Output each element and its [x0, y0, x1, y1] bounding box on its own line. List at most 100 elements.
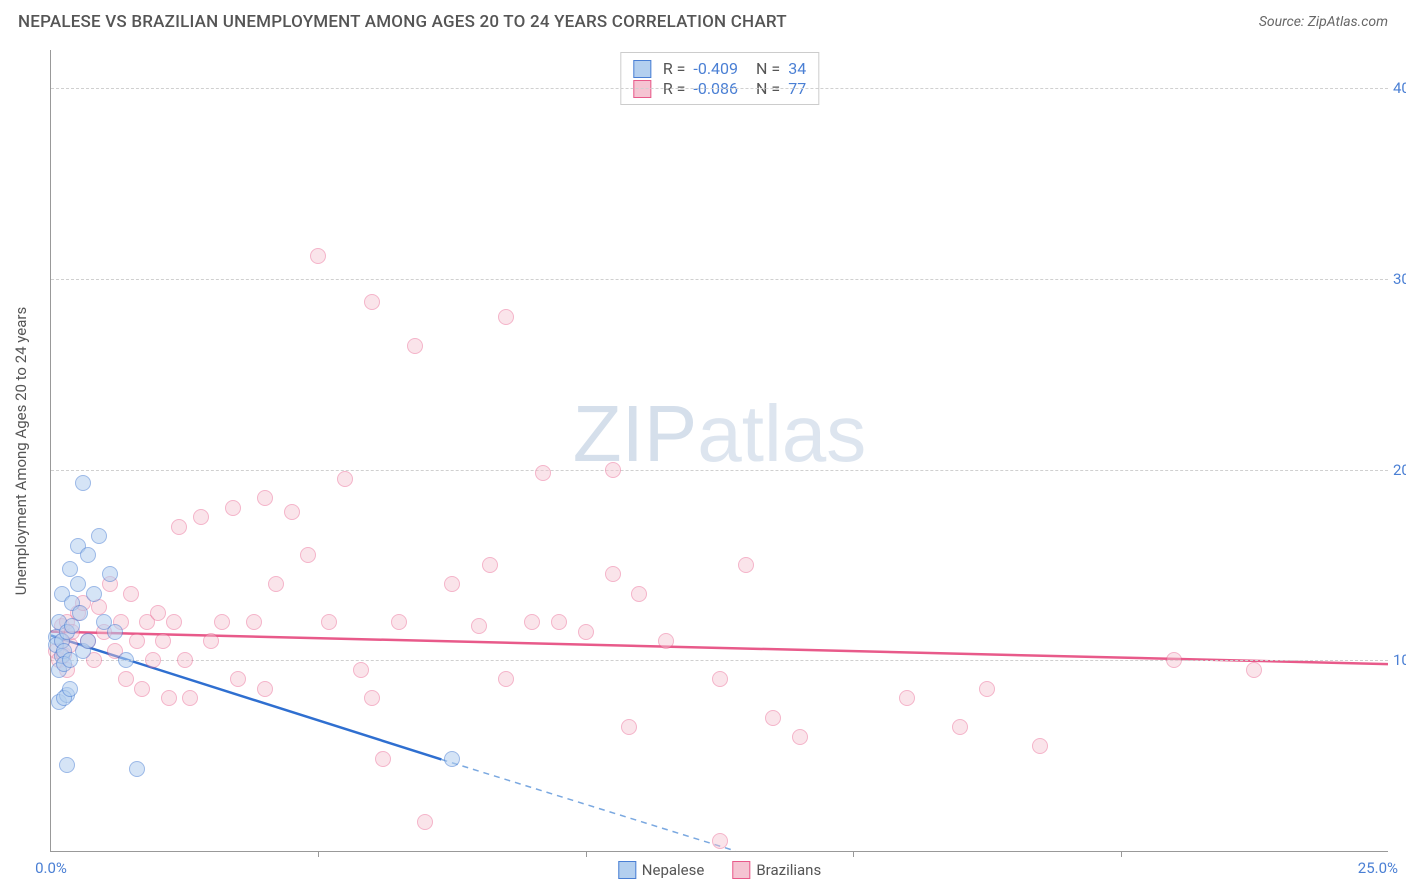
trend-lines	[51, 50, 1388, 851]
data-point	[72, 605, 88, 621]
data-point	[70, 576, 86, 592]
data-point	[605, 462, 621, 478]
legend-label: Nepalese	[642, 861, 705, 879]
data-point	[337, 471, 353, 487]
data-point	[225, 500, 241, 516]
legend-swatch-nepalese	[618, 861, 636, 879]
data-point	[498, 671, 514, 687]
data-point	[364, 690, 380, 706]
data-point	[551, 614, 567, 630]
y-tick-label: 20.0%	[1393, 461, 1406, 479]
data-point	[765, 710, 781, 726]
data-point	[161, 690, 177, 706]
data-point	[177, 652, 193, 668]
data-point	[375, 751, 391, 767]
data-point	[524, 614, 540, 630]
data-point	[364, 294, 380, 310]
data-point	[482, 557, 498, 573]
correlation-box: R =-0.409 N =34 R =-0.086 N =77	[620, 52, 819, 105]
x-tick	[318, 851, 319, 857]
data-point	[621, 719, 637, 735]
data-point	[257, 681, 273, 697]
chart-title: NEPALESE VS BRAZILIAN UNEMPLOYMENT AMONG…	[18, 12, 787, 32]
y-axis-label: Unemployment Among Ages 20 to 24 years	[12, 306, 30, 594]
data-point	[214, 614, 230, 630]
data-point	[193, 509, 209, 525]
data-point	[118, 652, 134, 668]
data-point	[738, 557, 754, 573]
data-point	[899, 690, 915, 706]
data-point	[182, 690, 198, 706]
data-point	[257, 490, 273, 506]
data-point	[118, 671, 134, 687]
data-point	[102, 566, 118, 582]
data-point	[353, 662, 369, 678]
data-point	[155, 633, 171, 649]
data-point	[407, 338, 423, 354]
y-tick-label: 30.0%	[1393, 270, 1406, 288]
source-label: Source: ZipAtlas.com	[1259, 14, 1388, 30]
data-point	[471, 618, 487, 634]
legend-item-nepalese: Nepalese	[618, 861, 705, 879]
gridline	[51, 470, 1388, 471]
data-point	[300, 547, 316, 563]
data-point	[1166, 652, 1182, 668]
data-point	[792, 729, 808, 745]
data-point	[605, 566, 621, 582]
data-point	[284, 504, 300, 520]
data-point	[123, 586, 139, 602]
x-tick	[586, 851, 587, 857]
gridline	[51, 279, 1388, 280]
data-point	[712, 671, 728, 687]
legend-item-brazilians: Brazilians	[732, 861, 821, 879]
data-point	[979, 681, 995, 697]
data-point	[80, 633, 96, 649]
data-point	[171, 519, 187, 535]
legend-swatch-brazilians	[732, 861, 750, 879]
data-point	[107, 624, 123, 640]
data-point	[203, 633, 219, 649]
data-point	[321, 614, 337, 630]
data-point	[1032, 738, 1048, 754]
data-point	[62, 681, 78, 697]
data-point	[246, 614, 262, 630]
data-point	[535, 465, 551, 481]
data-point	[1246, 662, 1262, 678]
data-point	[952, 719, 968, 735]
data-point	[268, 576, 284, 592]
data-point	[444, 576, 460, 592]
data-point	[86, 586, 102, 602]
data-point	[129, 633, 145, 649]
data-point	[150, 605, 166, 621]
data-point	[230, 671, 246, 687]
data-point	[391, 614, 407, 630]
data-point	[75, 475, 91, 491]
y-tick-label: 10.0%	[1393, 651, 1406, 669]
x-tick-label: 0.0%	[35, 859, 67, 877]
x-tick-label: 25.0%	[1358, 859, 1398, 877]
data-point	[134, 681, 150, 697]
gridline	[51, 660, 1388, 661]
data-point	[417, 814, 433, 830]
data-point	[631, 586, 647, 602]
data-point	[444, 751, 460, 767]
legend: Nepalese Brazilians	[618, 861, 821, 879]
data-point	[310, 248, 326, 264]
data-point	[712, 833, 728, 849]
scatter-chart: ZIPatlas Unemployment Among Ages 20 to 2…	[50, 50, 1388, 852]
legend-label: Brazilians	[756, 861, 821, 879]
data-point	[658, 633, 674, 649]
data-point	[59, 757, 75, 773]
data-point	[166, 614, 182, 630]
data-point	[498, 309, 514, 325]
x-tick	[853, 851, 854, 857]
correlation-row-nepalese: R =-0.409 N =34	[633, 59, 806, 78]
data-point	[129, 761, 145, 777]
gridline	[51, 88, 1388, 89]
data-point	[578, 624, 594, 640]
data-point	[145, 652, 161, 668]
data-point	[80, 547, 96, 563]
x-tick	[1121, 851, 1122, 857]
data-point	[62, 561, 78, 577]
y-tick-label: 40.0%	[1393, 79, 1406, 97]
